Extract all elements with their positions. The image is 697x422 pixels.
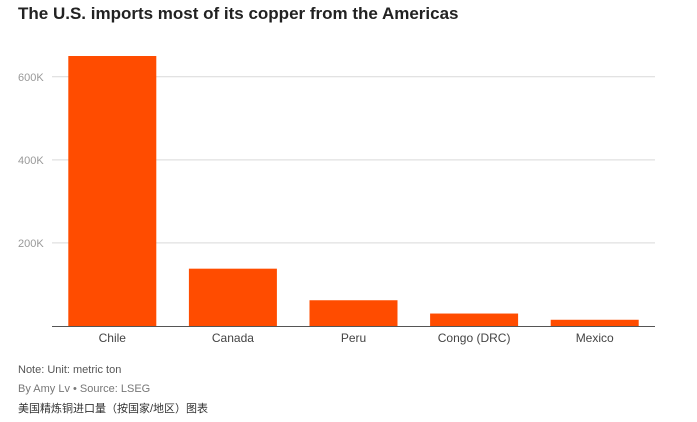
x-tick-label: Chile [99, 331, 127, 345]
y-tick-label: 400K [18, 155, 44, 167]
bars [68, 56, 639, 326]
bar-canada [188, 268, 277, 326]
y-tick-label: 200K [18, 238, 44, 250]
bar-chart: 200K 400K 600K Chile Canada Peru Congo (DRC) M… [18, 56, 655, 345]
x-tick-label: Peru [341, 331, 366, 345]
bar-mexico [550, 319, 639, 326]
bar-chile [68, 56, 157, 326]
chart-note: Note: Unit: metric ton [18, 364, 122, 376]
x-tick-labels: Chile Canada Peru Congo (DRC) Mexico [99, 331, 614, 345]
bar-congo-drc [430, 313, 519, 326]
x-tick-label: Mexico [576, 331, 614, 345]
chart-caption: 美国精炼铜进口量（按国家/地区）图表 [18, 403, 209, 415]
x-tick-label: Congo (DRC) [438, 331, 511, 345]
x-tick-label: Canada [212, 331, 254, 345]
bar-peru [309, 300, 398, 326]
chart-byline: By Amy Lv • Source: LSEG [18, 383, 151, 395]
chart-title: The U.S. imports most of its copper from… [18, 4, 459, 23]
y-tick-label: 600K [18, 72, 44, 84]
